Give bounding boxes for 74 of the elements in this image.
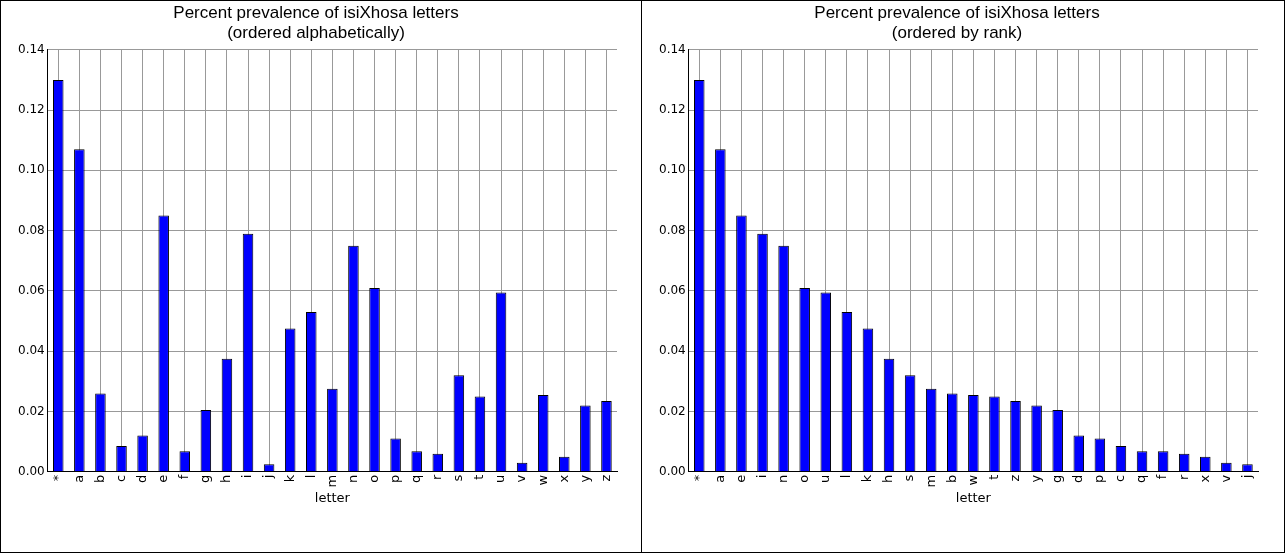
x-tick-label: f xyxy=(1154,474,1170,480)
x-tick-label: v xyxy=(1217,474,1233,483)
y-tick-label: 0.04 xyxy=(659,343,686,358)
y-tick-label: 0.06 xyxy=(18,283,45,298)
y-tick-label: 0.06 xyxy=(659,283,686,298)
chart-title: Percent prevalence of isiXhosa letters (ordered by rank) xyxy=(814,2,1100,43)
y-tick-label: 0.10 xyxy=(18,162,45,177)
x-tick-label: r xyxy=(429,474,445,481)
x-tick-label: * xyxy=(49,474,65,482)
x-tick-label: j xyxy=(1238,474,1254,480)
x-tick-label: o xyxy=(365,474,381,483)
x-tick-label: m xyxy=(922,474,938,488)
x-tick-label: l xyxy=(302,474,318,479)
x-tick-label: p xyxy=(1091,474,1107,483)
x-tick-label: d xyxy=(133,474,149,483)
x-tick-label: g xyxy=(197,474,213,483)
y-tick-label: 0.08 xyxy=(659,222,686,237)
x-tick-label: l xyxy=(838,474,854,479)
y-tick-label: 0.02 xyxy=(659,403,686,418)
x-axis-title: letter xyxy=(955,489,992,505)
x-tick-label: b xyxy=(91,474,107,483)
x-tick-label: s xyxy=(450,474,466,482)
y-tick-label: 0.14 xyxy=(18,41,45,56)
x-tick-label: t xyxy=(471,474,487,480)
y-tick-label: 0.00 xyxy=(18,463,45,478)
x-tick-label: y xyxy=(576,474,592,483)
x-tick-label: i xyxy=(753,474,769,479)
x-tick-label: x xyxy=(555,474,571,483)
y-tick-label: 0.12 xyxy=(18,102,45,117)
y-tick-label: 0.04 xyxy=(18,343,45,358)
x-tick-label: f xyxy=(176,474,192,480)
x-tick-label: n xyxy=(344,474,360,483)
x-tick-label: q xyxy=(408,474,424,483)
x-tick-label: z xyxy=(597,474,613,482)
x-tick-label: v xyxy=(513,474,529,483)
x-tick-label: q xyxy=(1133,474,1149,483)
x-tick-label: u xyxy=(492,474,508,483)
x-tick-label: t xyxy=(985,474,1001,480)
x-tick-label: p xyxy=(386,474,402,483)
x-tick-label: y xyxy=(1027,474,1043,483)
y-tick-label: 0.00 xyxy=(659,463,686,478)
x-tick-label: m xyxy=(323,474,339,488)
x-tick-label: g xyxy=(1049,474,1065,483)
y-tick-label: 0.10 xyxy=(659,162,686,177)
x-tick-label: w xyxy=(534,474,550,486)
x-tick-label: e xyxy=(732,474,748,483)
x-tick-label: s xyxy=(901,474,917,482)
x-tick-label: k xyxy=(859,474,875,483)
x-tick-label: c xyxy=(1112,474,1128,482)
x-tick-label: e xyxy=(155,474,171,483)
x-tick-label: o xyxy=(796,474,812,483)
y-tick-label: 0.02 xyxy=(18,403,45,418)
x-tick-label: h xyxy=(218,474,234,483)
y-tick-label: 0.12 xyxy=(659,102,686,117)
x-tick-label: h xyxy=(880,474,896,483)
x-tick-label: a xyxy=(711,474,727,483)
x-tick-label: z xyxy=(1006,474,1022,482)
x-tick-label: i xyxy=(239,474,255,479)
x-tick-label: d xyxy=(1070,474,1086,483)
x-tick-label: j xyxy=(260,474,276,480)
x-tick-label: c xyxy=(112,474,128,482)
y-tick-label: 0.14 xyxy=(659,41,686,56)
x-tick-label: * xyxy=(690,474,706,482)
x-tick-label: u xyxy=(817,474,833,483)
x-tick-label: n xyxy=(774,474,790,483)
x-tick-label: k xyxy=(281,474,297,483)
x-axis-title: letter xyxy=(314,489,351,505)
y-tick-label: 0.08 xyxy=(18,222,45,237)
x-tick-label: b xyxy=(943,474,959,483)
x-tick-label: w xyxy=(964,474,980,486)
x-tick-label: a xyxy=(70,474,86,483)
x-tick-label: r xyxy=(1175,474,1191,481)
x-tick-label: x xyxy=(1196,474,1212,483)
chart-title: Percent prevalence of isiXhosa letters (ordered alphabetically) xyxy=(173,2,459,43)
